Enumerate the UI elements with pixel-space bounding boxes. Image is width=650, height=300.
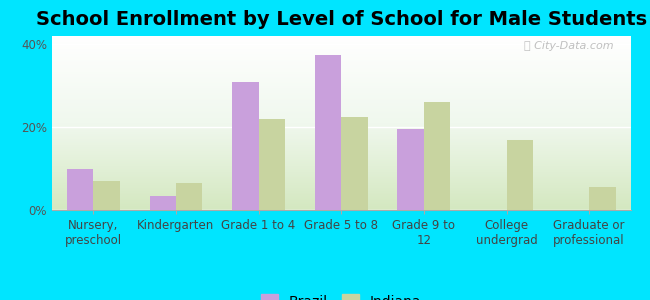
Bar: [150, 196, 176, 210]
Title: School Enrollment by Level of School for Male Students: School Enrollment by Level of School for…: [36, 10, 647, 29]
Bar: [589, 187, 616, 210]
Bar: [259, 119, 285, 210]
Bar: [232, 82, 259, 210]
Text: ⓘ City-Data.com: ⓘ City-Data.com: [523, 41, 613, 51]
Bar: [176, 183, 202, 210]
Bar: [67, 169, 94, 210]
Bar: [506, 140, 533, 210]
Bar: [94, 181, 120, 210]
Bar: [315, 55, 341, 210]
Legend: Brazil, Indiana: Brazil, Indiana: [255, 288, 427, 300]
Bar: [397, 129, 424, 210]
Bar: [341, 117, 368, 210]
Bar: [424, 102, 450, 210]
